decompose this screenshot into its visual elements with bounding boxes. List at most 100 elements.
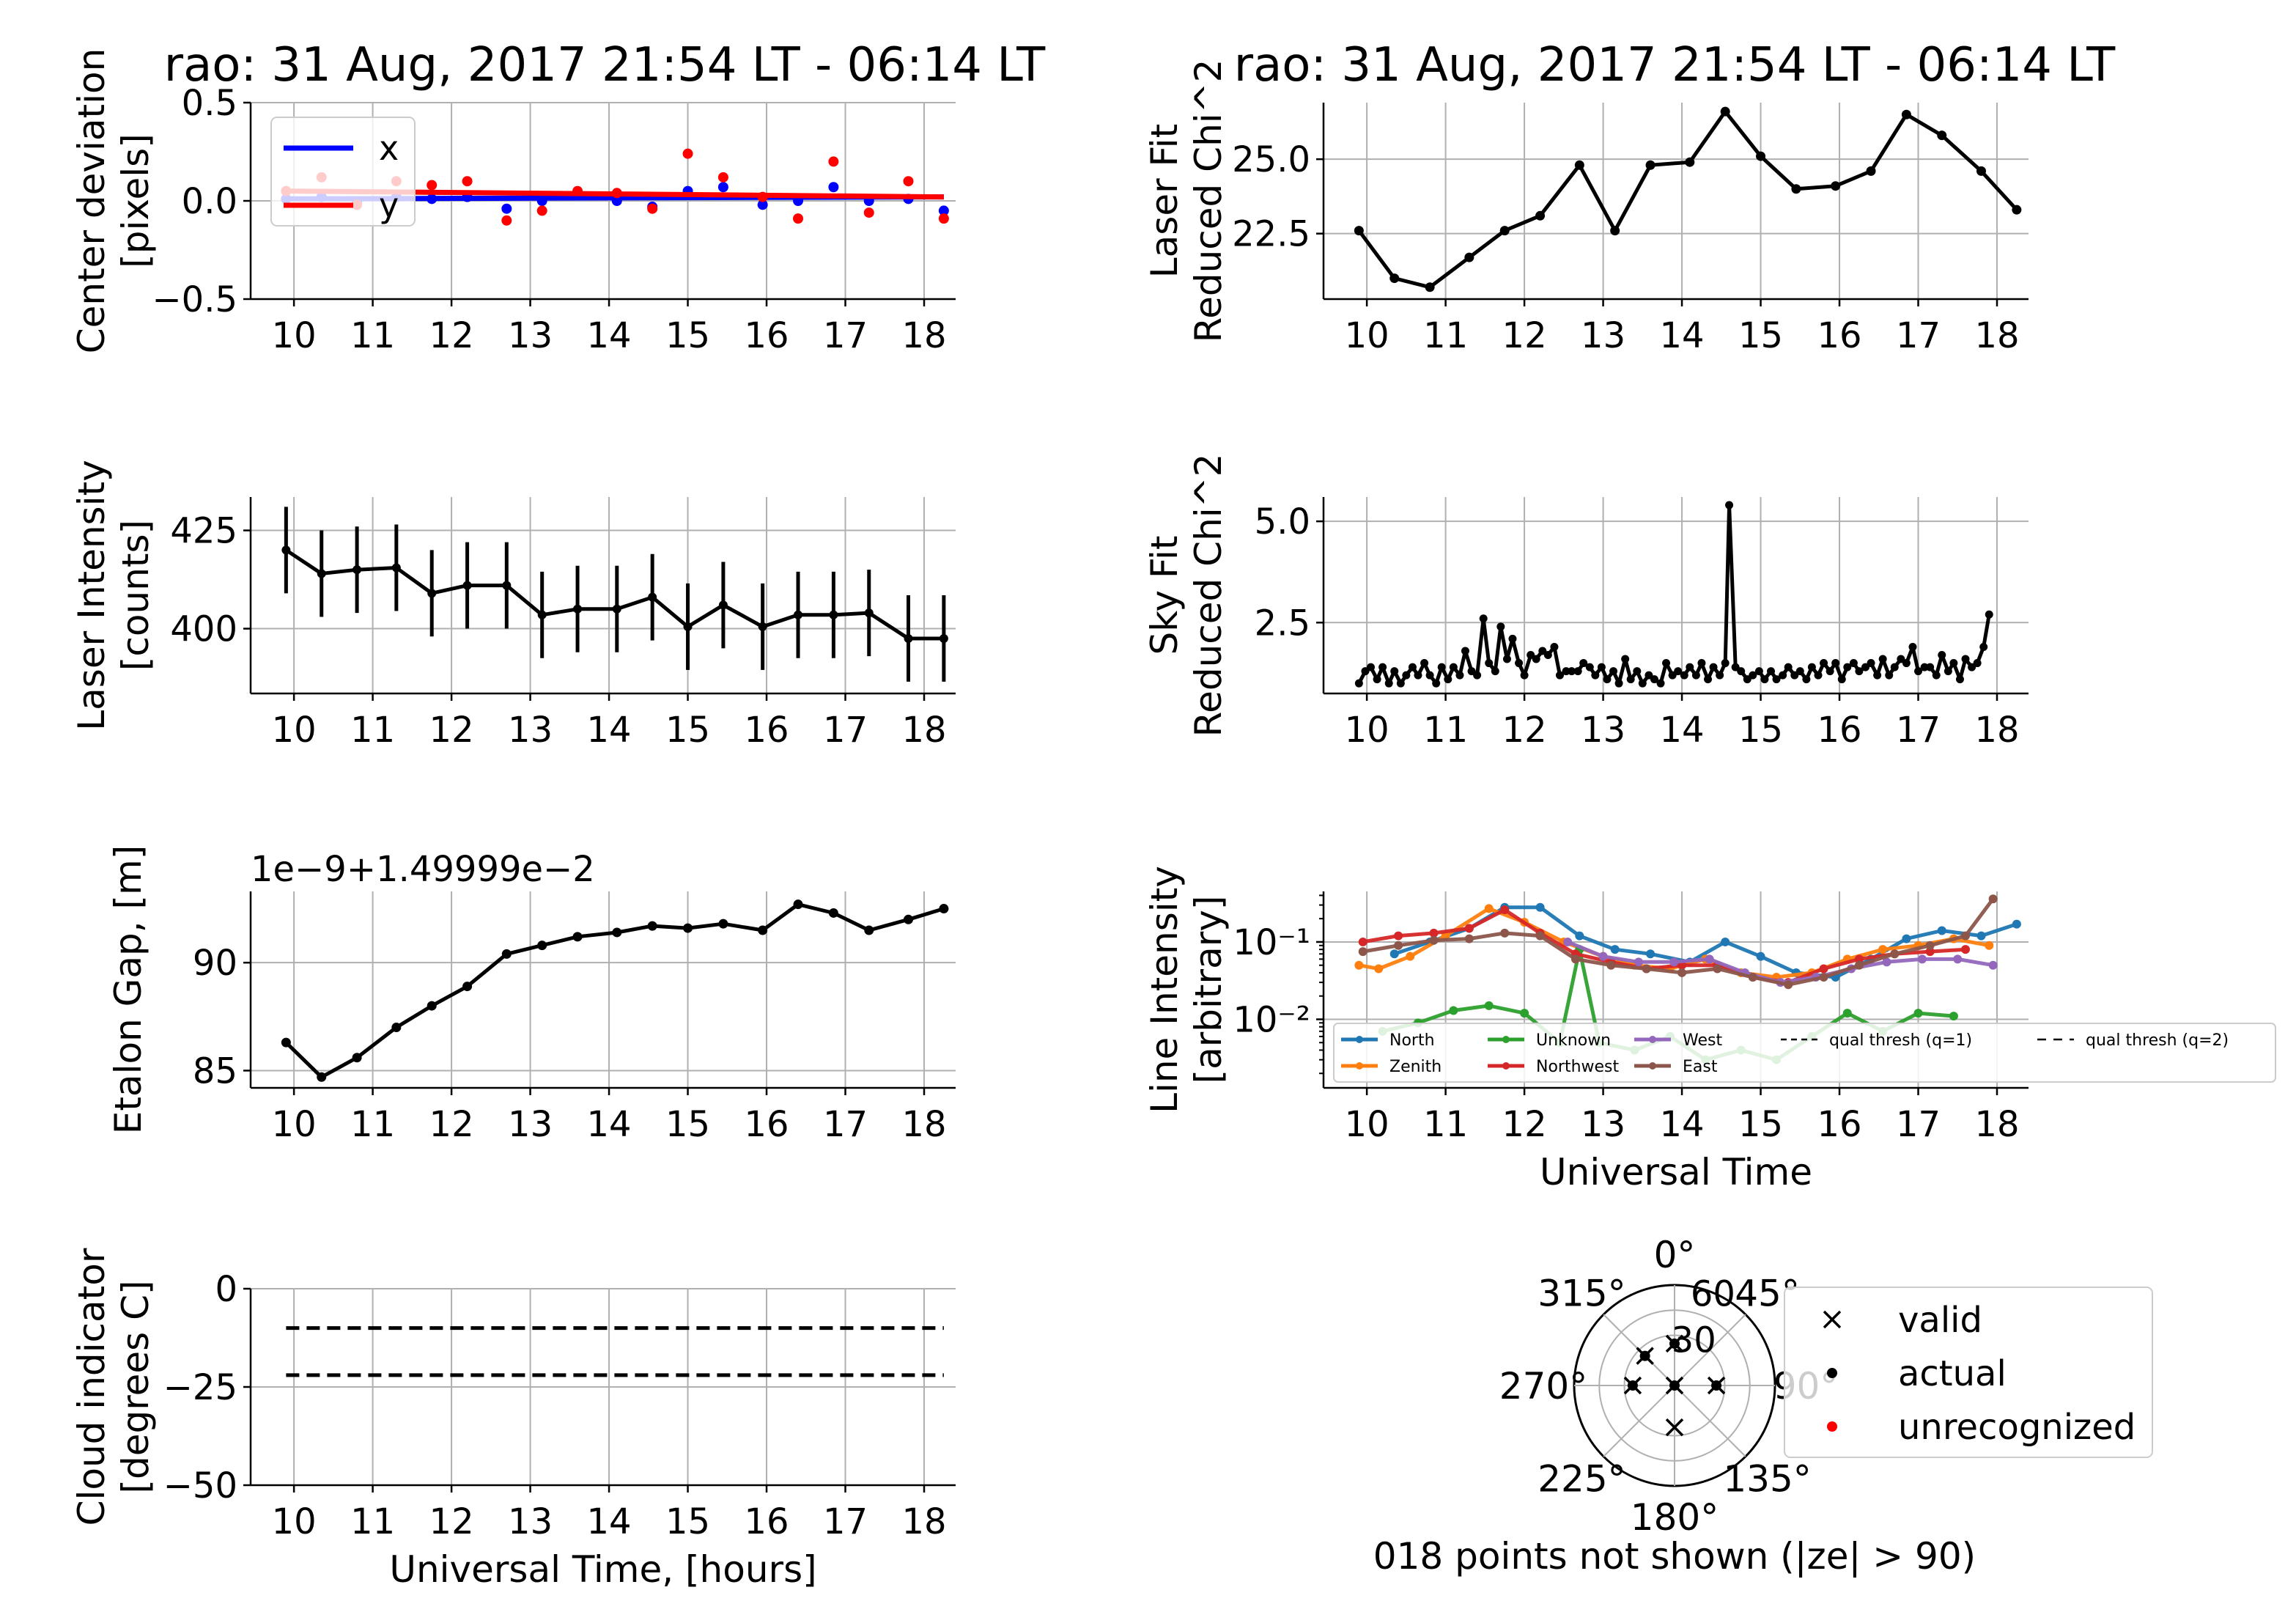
x-tick-label: 12 xyxy=(1502,710,1547,751)
data-point-North xyxy=(1756,952,1765,961)
data-point xyxy=(648,592,657,602)
data-point-y xyxy=(647,203,658,214)
data-point-North xyxy=(1937,926,1946,935)
data-point-East xyxy=(1961,931,1971,941)
data-point xyxy=(1668,671,1677,680)
data-point xyxy=(502,581,512,590)
data-point xyxy=(1373,675,1381,684)
data-point xyxy=(794,610,803,619)
y-tick-label: 0.5 xyxy=(182,83,237,124)
x-tick-label: 14 xyxy=(587,315,632,356)
panel-etalon: 10 11 12 13 14 15 16 17 18 85 90 Etalon Gap, [m] 1e−… xyxy=(107,845,956,1145)
data-point xyxy=(647,921,657,931)
x-tick-label: 15 xyxy=(665,1501,710,1542)
y-tick-label: 10⁻¹ xyxy=(1233,922,1310,963)
x-tick-label: 16 xyxy=(744,315,789,356)
data-point-y xyxy=(427,180,438,191)
data-point xyxy=(1976,166,1987,176)
data-point xyxy=(1610,226,1620,236)
data-point xyxy=(1760,675,1769,684)
data-point xyxy=(1908,642,1917,651)
legend-marker-East xyxy=(1649,1062,1656,1070)
data-point xyxy=(758,622,767,631)
data-point-West xyxy=(1953,954,1963,964)
data-point xyxy=(1680,671,1688,680)
data-point xyxy=(1414,671,1422,680)
x-tick-label: 16 xyxy=(744,1104,789,1145)
data-point xyxy=(1979,642,1988,651)
data-point-North xyxy=(1646,949,1655,959)
data-point-East xyxy=(1748,973,1757,982)
data-point xyxy=(1591,671,1600,680)
data-point xyxy=(1902,659,1911,668)
data-point xyxy=(1455,671,1464,680)
y-axis-label: [pixels] xyxy=(114,133,157,268)
data-point xyxy=(1961,655,1970,663)
data-point xyxy=(1532,655,1540,663)
data-point xyxy=(1555,671,1564,680)
data-point-East xyxy=(1677,968,1687,977)
data-point-x xyxy=(828,182,839,193)
x-tick-label: 12 xyxy=(429,710,474,751)
data-point xyxy=(1873,671,1882,680)
angular-grid-line xyxy=(1674,1385,1746,1457)
data-point-Northwest xyxy=(1394,931,1403,941)
x-tick-label: 11 xyxy=(1423,1104,1468,1145)
x-tick-label: 16 xyxy=(1817,315,1861,356)
data-point xyxy=(1795,667,1804,676)
data-point xyxy=(1378,663,1387,671)
y-axis-label: [degrees C] xyxy=(114,1280,157,1493)
data-point-Unknown xyxy=(1484,1001,1494,1010)
data-point-y xyxy=(501,215,512,226)
data-point-y xyxy=(717,172,728,183)
angle-label: 315° xyxy=(1538,1272,1625,1314)
x-tick-label: 14 xyxy=(587,1104,632,1145)
data-point xyxy=(1691,671,1700,680)
marker-actual xyxy=(1669,1380,1680,1391)
data-point-West xyxy=(1705,954,1714,964)
data-point xyxy=(1944,667,1952,676)
x-tick-label: 10 xyxy=(272,315,317,356)
data-point xyxy=(1820,659,1828,668)
y-tick-label: 25.0 xyxy=(1232,139,1310,180)
x-tick-label: 13 xyxy=(508,315,553,356)
data-point xyxy=(612,604,621,614)
data-point xyxy=(1496,622,1505,631)
data-point-Northwest xyxy=(1961,945,1971,954)
data-point-y xyxy=(863,207,874,218)
data-point-Northwest xyxy=(1429,928,1439,938)
data-point xyxy=(1520,671,1529,680)
x-tick-label: 18 xyxy=(1974,710,2019,751)
y-tick-label: 400 xyxy=(170,609,237,650)
x-tick-label: 13 xyxy=(1581,710,1625,751)
x-tick-label: 14 xyxy=(587,710,632,751)
data-point-Unknown xyxy=(1449,1006,1458,1015)
angular-grid-line xyxy=(1674,1314,1746,1386)
data-point-East xyxy=(1570,954,1580,964)
data-point xyxy=(1831,181,1841,191)
data-point xyxy=(1420,659,1429,668)
data-point xyxy=(1354,679,1363,688)
data-point-North xyxy=(1535,902,1545,912)
data-point-Zenith xyxy=(1484,904,1494,913)
data-point xyxy=(427,589,437,598)
data-point xyxy=(1515,659,1524,668)
data-point xyxy=(939,633,948,643)
data-point xyxy=(1784,663,1793,671)
x-tick-label: 16 xyxy=(1817,710,1861,751)
y-tick-label: 425 xyxy=(170,511,237,552)
x-tick-label: 18 xyxy=(901,710,946,751)
data-point xyxy=(1802,675,1811,684)
x-tick-label: 11 xyxy=(1423,315,1468,356)
data-point xyxy=(317,1072,327,1082)
x-tick-label: 13 xyxy=(1581,1104,1625,1145)
data-point xyxy=(1579,659,1588,668)
x-tick-label: 11 xyxy=(350,710,395,751)
legend-box xyxy=(1333,1023,2276,1083)
data-point xyxy=(1390,667,1399,676)
data-point xyxy=(1914,667,1923,676)
x-tick-label: 17 xyxy=(823,1501,868,1542)
legend-label: Northwest xyxy=(1536,1058,1620,1076)
data-point xyxy=(1920,663,1929,671)
